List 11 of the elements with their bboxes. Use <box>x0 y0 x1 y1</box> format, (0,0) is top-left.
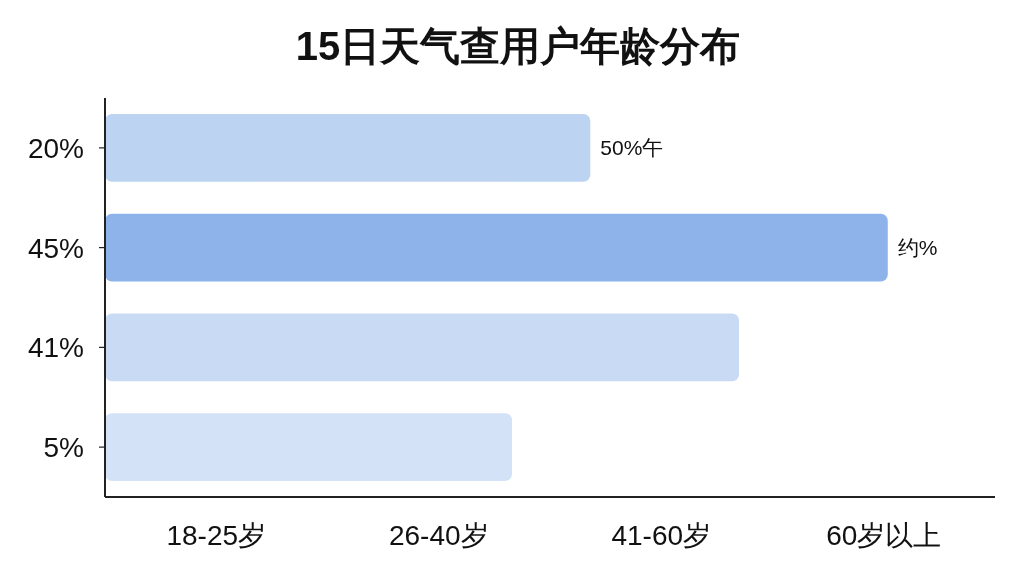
annotation: 50%午 <box>600 135 664 159</box>
title: 15日天气查用户年龄分布 <box>295 24 741 68</box>
annotation: 26-40岁 <box>388 520 489 551</box>
y-tick-label: 41% <box>27 332 84 364</box>
y-tick-label: 45% <box>27 232 84 264</box>
y-tick-label: 20% <box>27 132 84 164</box>
annotation: 60岁以上 <box>826 520 942 551</box>
annotation: 约% <box>897 235 938 259</box>
annotation: 41-60岁 <box>611 520 712 551</box>
annotation: 18-25岁 <box>166 520 267 551</box>
y-tick-label: 5% <box>43 432 84 464</box>
